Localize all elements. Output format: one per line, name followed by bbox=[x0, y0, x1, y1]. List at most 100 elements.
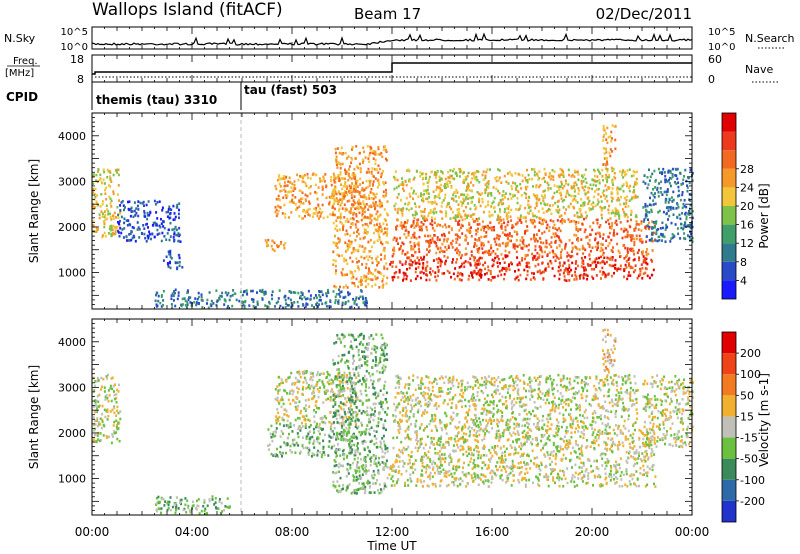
power-cell bbox=[602, 251, 605, 255]
power-cell bbox=[377, 146, 380, 149]
power-cell bbox=[493, 275, 496, 279]
power-cell bbox=[513, 244, 516, 248]
power-cell bbox=[630, 213, 633, 217]
power-cell bbox=[566, 272, 569, 276]
power-cell bbox=[507, 220, 510, 224]
power-cell bbox=[599, 224, 602, 227]
power-cell bbox=[572, 205, 575, 209]
velocity-cell bbox=[103, 390, 106, 393]
velocity-cell bbox=[355, 411, 358, 414]
velocity-cell bbox=[337, 368, 340, 371]
power-cell bbox=[178, 260, 181, 264]
power-cell bbox=[378, 236, 381, 239]
power-cell bbox=[591, 187, 594, 191]
velocity-cell bbox=[313, 431, 316, 434]
power-cell bbox=[116, 193, 119, 196]
power-cell bbox=[374, 283, 377, 286]
power-cell bbox=[100, 210, 103, 213]
power-cell bbox=[308, 186, 311, 190]
power-cell bbox=[573, 182, 576, 185]
velocity-cell bbox=[370, 474, 373, 477]
velocity-cell bbox=[348, 378, 350, 382]
power-cell bbox=[288, 290, 291, 293]
power-cell bbox=[186, 303, 189, 306]
power-cell bbox=[556, 190, 558, 193]
power-cell bbox=[681, 182, 684, 185]
power-cell bbox=[623, 174, 626, 177]
power-cell bbox=[375, 168, 378, 171]
power-cell bbox=[146, 214, 149, 217]
power-cell bbox=[170, 257, 173, 260]
power-cell bbox=[493, 206, 496, 209]
velocity-cell bbox=[363, 456, 366, 460]
power-cell bbox=[342, 197, 345, 200]
velocity-cell bbox=[366, 406, 369, 409]
power-cell bbox=[349, 240, 352, 244]
velocity-cell bbox=[286, 419, 289, 423]
power-cell bbox=[333, 180, 336, 184]
power-cell bbox=[644, 271, 647, 275]
power-cell bbox=[439, 264, 442, 268]
power-cell bbox=[413, 189, 415, 193]
velocity-cell bbox=[348, 410, 351, 414]
velocity-cell bbox=[363, 448, 366, 452]
power-cell bbox=[529, 278, 532, 281]
velocity-cell bbox=[348, 483, 351, 486]
power-cell bbox=[529, 205, 532, 209]
power-cell bbox=[260, 290, 263, 293]
power-cell bbox=[657, 167, 660, 171]
power-cell bbox=[558, 277, 561, 281]
power-cell bbox=[315, 191, 318, 195]
power-cell bbox=[412, 191, 415, 195]
velocity-cell bbox=[295, 401, 298, 404]
power-cell bbox=[611, 221, 614, 225]
velocity-cell bbox=[375, 430, 378, 433]
velocity-cell bbox=[379, 377, 382, 381]
power-cell bbox=[609, 135, 612, 138]
power-cell bbox=[148, 213, 151, 217]
power-cell bbox=[610, 130, 613, 134]
velocity-cell bbox=[370, 491, 373, 494]
power-cell bbox=[120, 201, 123, 204]
velocity-cell bbox=[384, 464, 387, 468]
velocity-cell bbox=[280, 429, 283, 433]
power-cell bbox=[586, 235, 589, 238]
power-cell bbox=[626, 182, 629, 186]
power-cell bbox=[534, 248, 537, 252]
power-cell bbox=[661, 172, 663, 176]
power-cell bbox=[410, 187, 413, 190]
power-cell bbox=[311, 304, 313, 307]
power-cell bbox=[332, 188, 335, 191]
power-cell bbox=[616, 198, 619, 202]
power-cell bbox=[425, 189, 428, 192]
power-cell bbox=[490, 228, 493, 232]
velocity-cell bbox=[295, 441, 298, 445]
velocity-cell bbox=[355, 338, 358, 341]
power-cell bbox=[525, 196, 528, 199]
power-cell bbox=[640, 222, 643, 225]
power-cell bbox=[635, 183, 637, 186]
velocity-cell bbox=[356, 444, 359, 448]
power-cell bbox=[135, 211, 138, 215]
velocity-cell bbox=[107, 400, 110, 403]
power-cell bbox=[320, 290, 323, 293]
power-cell bbox=[349, 210, 352, 214]
power-cell bbox=[438, 193, 441, 196]
power-cell bbox=[467, 202, 470, 205]
power-cell bbox=[487, 278, 490, 281]
velocity-cell bbox=[315, 399, 318, 403]
velocity-cell bbox=[294, 381, 297, 385]
power-cell bbox=[554, 232, 557, 235]
power-cell bbox=[130, 206, 133, 210]
power-cell bbox=[604, 246, 607, 250]
velocity-cell bbox=[373, 459, 376, 462]
power-cell bbox=[171, 306, 173, 310]
power-cell bbox=[473, 212, 476, 216]
power-cell bbox=[184, 303, 187, 307]
power-cell bbox=[632, 196, 635, 200]
power-cell bbox=[383, 254, 386, 258]
power-cell bbox=[367, 208, 370, 211]
velocity-cell bbox=[278, 415, 281, 419]
velocity-cell bbox=[203, 501, 206, 504]
power-cell bbox=[374, 177, 377, 180]
